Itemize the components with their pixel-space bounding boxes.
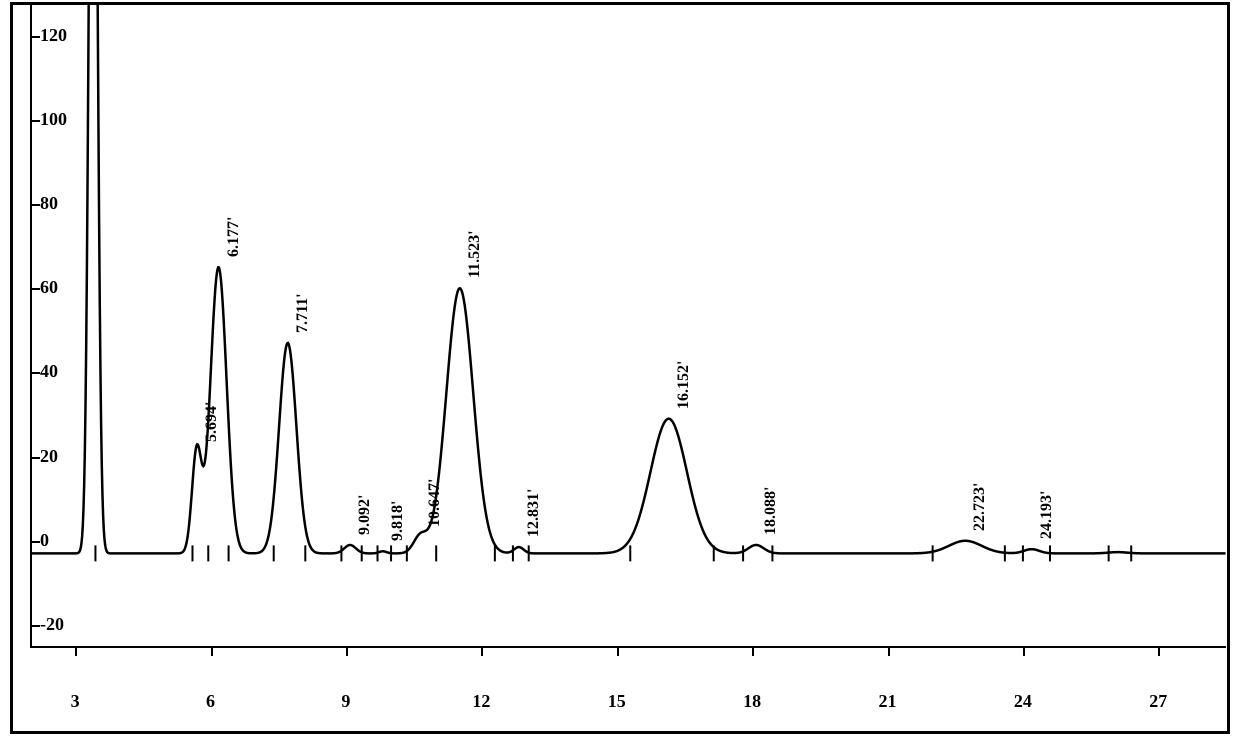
x-tick — [211, 646, 213, 656]
peak-label: 7.711' — [294, 293, 312, 333]
peak-label: 18.088' — [762, 487, 780, 535]
x-tick-label: 15 — [608, 691, 626, 712]
y-tick — [30, 120, 40, 122]
peak-label: 12.831' — [525, 489, 543, 537]
y-tick — [30, 288, 40, 290]
y-tick-label: 100 — [40, 109, 67, 130]
x-tick — [617, 646, 619, 656]
y-tick — [30, 204, 40, 206]
chart-outer-border — [10, 2, 1230, 734]
x-tick — [75, 646, 77, 656]
x-tick — [752, 646, 754, 656]
x-tick — [481, 646, 483, 656]
y-tick-label: 120 — [40, 25, 67, 46]
x-tick — [1023, 646, 1025, 656]
peak-label: 24.193' — [1038, 491, 1056, 539]
x-tick — [1158, 646, 1160, 656]
peak-label: 11.523' — [466, 231, 484, 279]
x-tick — [346, 646, 348, 656]
x-tick-label: 18 — [743, 691, 761, 712]
peak-label: 22.723' — [971, 482, 989, 530]
x-tick-label: 27 — [1149, 691, 1167, 712]
peak-label: 6.177' — [225, 217, 243, 257]
peak-label: 9.092' — [356, 495, 374, 535]
x-tick-label: 6 — [206, 691, 215, 712]
y-tick — [30, 625, 40, 627]
x-tick-label: 12 — [472, 691, 490, 712]
y-tick — [30, 541, 40, 543]
x-tick — [888, 646, 890, 656]
peak-label: 9.818' — [389, 501, 407, 541]
y-tick-label: -20 — [40, 614, 64, 635]
y-axis-line — [30, 2, 32, 646]
x-tick-label: 24 — [1014, 691, 1032, 712]
y-tick-label: 40 — [40, 361, 58, 382]
peak-label: 5.694' — [203, 402, 221, 442]
y-tick-label: 60 — [40, 277, 58, 298]
x-tick-label: 3 — [71, 691, 80, 712]
peak-label: 16.152' — [675, 360, 693, 408]
y-tick-label: 80 — [40, 193, 58, 214]
y-tick — [30, 36, 40, 38]
y-tick — [30, 457, 40, 459]
peak-label: 10.647' — [426, 478, 444, 526]
y-tick-label: 0 — [40, 530, 49, 551]
x-tick-label: 9 — [341, 691, 350, 712]
y-tick — [30, 372, 40, 374]
y-tick-label: 20 — [40, 446, 58, 467]
x-tick-label: 21 — [879, 691, 897, 712]
x-axis-line — [30, 646, 1226, 648]
